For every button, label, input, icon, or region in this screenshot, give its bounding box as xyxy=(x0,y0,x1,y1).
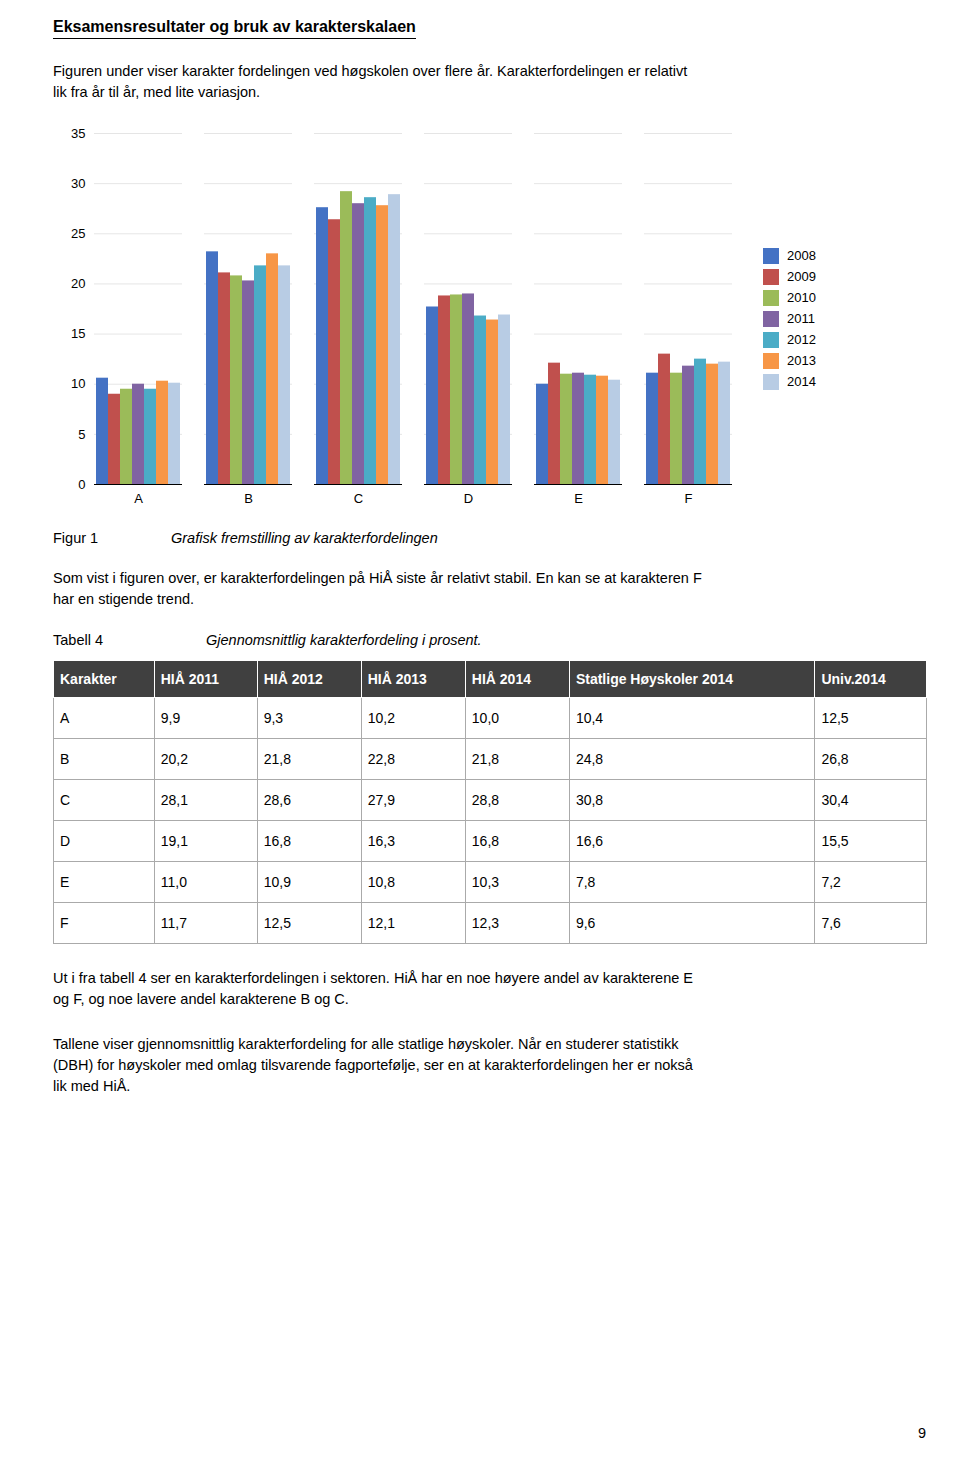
html-text:og F, og noe lavere andel kara: og F, og noe lavere andel karakterene B … xyxy=(53,991,349,1007)
svg-text:25: 25 xyxy=(71,226,85,241)
html-text:9,3: 9,3 xyxy=(263,710,284,726)
html-text:28,1: 28,1 xyxy=(160,792,188,808)
svg-text:E: E xyxy=(574,491,583,506)
html-text:HIÅ 2013: HIÅ 2013 xyxy=(367,671,427,687)
html-text:HIÅ 2011: HIÅ 2011 xyxy=(160,671,220,687)
html-text:22,8: 22,8 xyxy=(367,751,395,767)
html-text:16,8: 16,8 xyxy=(263,833,291,849)
html-text:lik med HiÅ.: lik med HiÅ. xyxy=(53,1078,131,1094)
html-text:Ut i fra tabell 4 ser en karak: Ut i fra tabell 4 ser en karakterfordeli… xyxy=(53,970,693,986)
html-text:30,8: 30,8 xyxy=(575,792,604,808)
html-text:Univ.2014: Univ.2014 xyxy=(821,671,886,687)
html-text:12,3: 12,3 xyxy=(471,915,500,931)
html-text:21,8: 21,8 xyxy=(471,751,500,767)
svg-text:A: A xyxy=(134,491,143,506)
html-text:HIÅ 2012: HIÅ 2012 xyxy=(263,671,323,687)
html-text:HIÅ 2014: HIÅ 2014 xyxy=(471,671,531,687)
html-text:Karakter: Karakter xyxy=(60,671,117,687)
html-text:F: F xyxy=(60,915,69,931)
html-text:2012: 2012 xyxy=(787,332,816,347)
html-text:9,9: 9,9 xyxy=(160,710,181,726)
svg-text:B: B xyxy=(244,491,253,506)
html-text:28,8: 28,8 xyxy=(471,792,500,808)
html-text:Statlige Høyskoler 2014: Statlige Høyskoler 2014 xyxy=(575,671,734,687)
html-text:27,9: 27,9 xyxy=(367,792,395,808)
html-text:9,6: 9,6 xyxy=(575,915,596,931)
svg-text:D: D xyxy=(464,491,473,506)
svg-text:35: 35 xyxy=(71,126,85,141)
html-text:2010: 2010 xyxy=(787,290,816,305)
html-text:2008: 2008 xyxy=(787,248,816,263)
html-text:(DBH) for høyskoler med omlag: (DBH) for høyskoler med omlag tilsvarend… xyxy=(53,1057,693,1073)
html-text:10,8: 10,8 xyxy=(367,874,395,890)
html-text:16,8: 16,8 xyxy=(471,833,500,849)
html-text:20,2: 20,2 xyxy=(160,751,188,767)
svg-text:C: C xyxy=(354,491,363,506)
html-text:A: A xyxy=(60,710,70,726)
html-text:9: 9 xyxy=(917,1425,926,1441)
html-text:10,4: 10,4 xyxy=(575,710,604,726)
svg-text:F: F xyxy=(685,491,693,506)
html-text:2011: 2011 xyxy=(787,311,815,326)
html-text:12,1: 12,1 xyxy=(367,915,395,931)
html-text:Figur 1: Figur 1 xyxy=(53,530,99,546)
svg-text:15: 15 xyxy=(71,326,85,341)
html-text:11,7: 11,7 xyxy=(160,915,187,931)
html-text:16,6: 16,6 xyxy=(575,833,604,849)
html-text:E: E xyxy=(60,874,70,890)
html-text:12,5: 12,5 xyxy=(821,710,849,726)
html-text:Tallene viser gjennomsnittlig: Tallene viser gjennomsnittlig karakterfo… xyxy=(53,1036,679,1052)
html-text:2009: 2009 xyxy=(787,269,816,284)
html-text:11,0: 11,0 xyxy=(160,874,187,890)
html-text:lik fra år til år, med lite va: lik fra år til år, med lite variasjon. xyxy=(53,84,261,100)
html-text:19,1: 19,1 xyxy=(160,833,188,849)
svg-text:30: 30 xyxy=(71,176,85,191)
html-text:7,6: 7,6 xyxy=(821,915,841,931)
html-text:Som vist i figuren over, er ka: Som vist i figuren over, er karakterford… xyxy=(53,570,702,586)
html-text:10,9: 10,9 xyxy=(263,874,291,890)
html-text:21,8: 21,8 xyxy=(263,751,291,767)
html-text:28,6: 28,6 xyxy=(263,792,291,808)
html-text:2014: 2014 xyxy=(787,374,816,389)
html-text:Eksamensresultater og bruk av: Eksamensresultater og bruk av karaktersk… xyxy=(53,18,416,35)
html-text:10,0: 10,0 xyxy=(471,710,500,726)
html-text:Figuren under viser karakter f: Figuren under viser karakter fordelingen… xyxy=(53,63,688,79)
html-text:10,2: 10,2 xyxy=(367,710,395,726)
html-text:24,8: 24,8 xyxy=(575,751,604,767)
html-text:Gjennomsnittlig karakterfordel: Gjennomsnittlig karakterfordeling i pros… xyxy=(206,632,482,648)
html-text:7,8: 7,8 xyxy=(575,874,596,890)
html-text:26,8: 26,8 xyxy=(821,751,849,767)
html-text:B: B xyxy=(60,751,70,767)
html-text:har en stigende trend.: har en stigende trend. xyxy=(53,591,195,607)
html-text:Tabell 4: Tabell 4 xyxy=(53,632,103,648)
html-text:10,3: 10,3 xyxy=(471,874,500,890)
svg-text:0: 0 xyxy=(78,477,85,492)
html-text:C: C xyxy=(60,792,71,808)
html-text:D: D xyxy=(60,833,71,849)
html-text:30,4: 30,4 xyxy=(821,792,849,808)
html-text:15,5: 15,5 xyxy=(821,833,849,849)
html-text:7,2: 7,2 xyxy=(821,874,841,890)
html-text:Grafisk fremstilling av karakt: Grafisk fremstilling av karakterfordelin… xyxy=(171,530,438,546)
svg-text:20: 20 xyxy=(71,276,85,291)
svg-text:5: 5 xyxy=(78,427,85,442)
html-text:2013: 2013 xyxy=(787,353,816,368)
html-text:12,5: 12,5 xyxy=(263,915,291,931)
html-text:16,3: 16,3 xyxy=(367,833,395,849)
svg-text:10: 10 xyxy=(71,376,85,391)
